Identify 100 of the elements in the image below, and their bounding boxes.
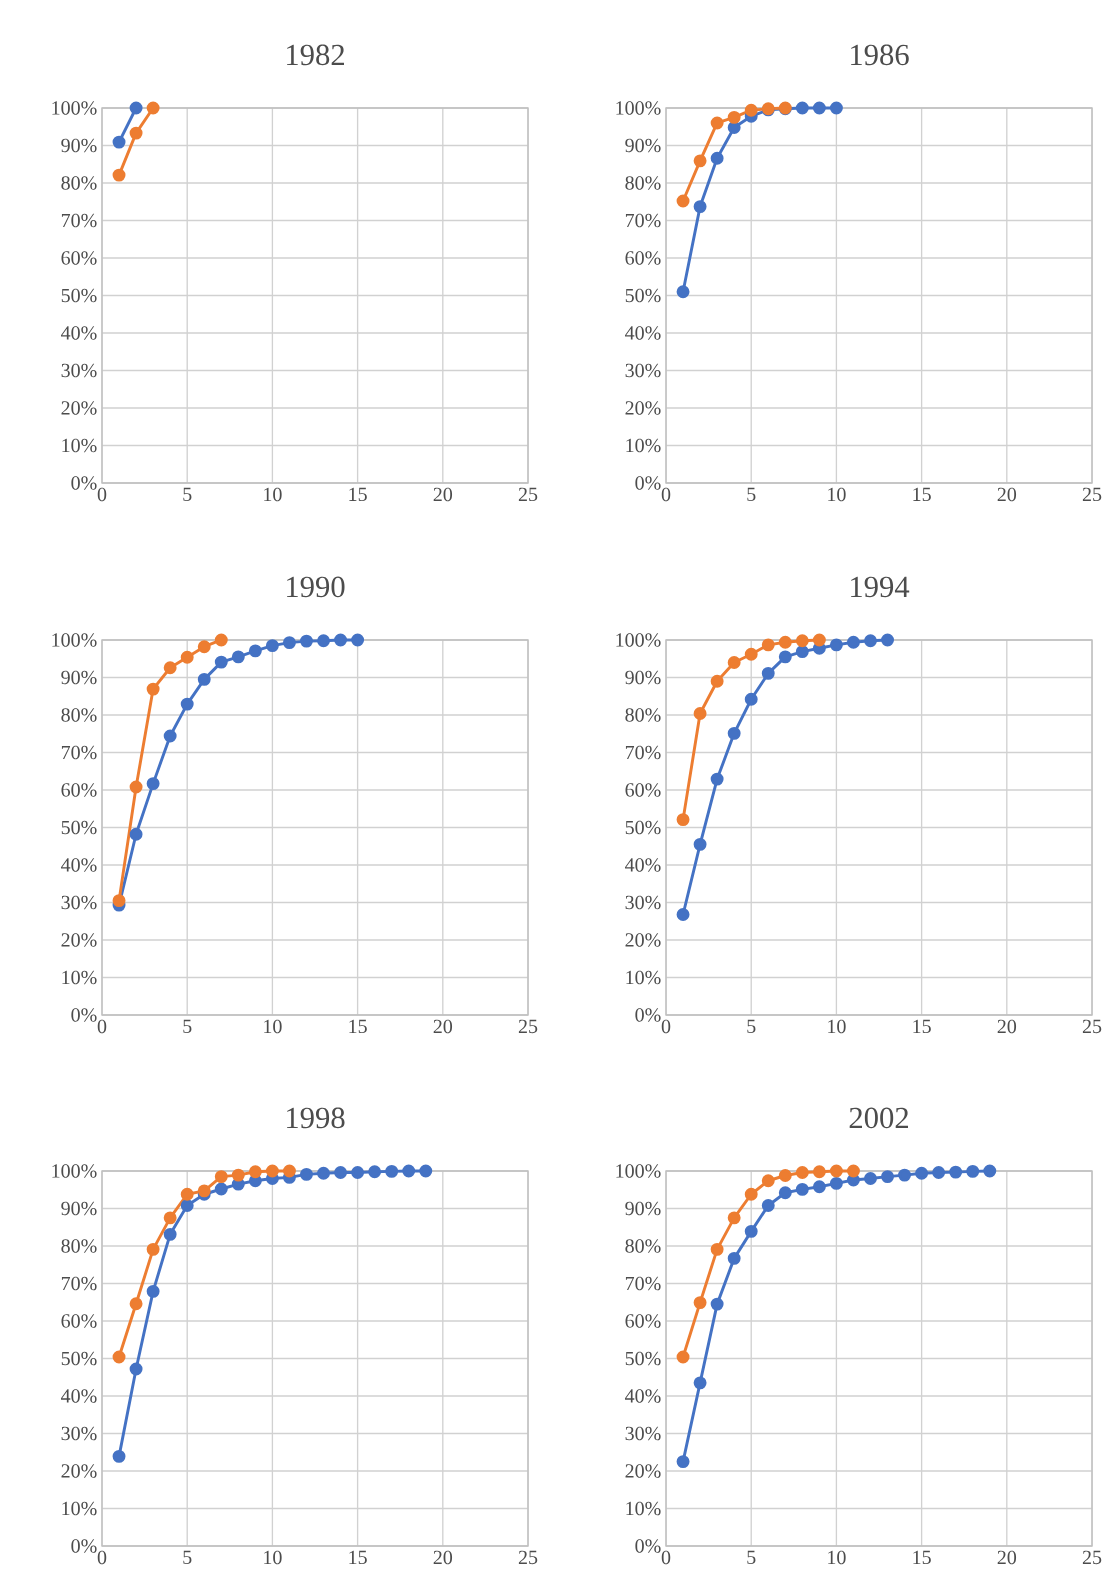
x-tick-label: 0 bbox=[97, 1550, 107, 1565]
y-tick-label: 70% bbox=[61, 1276, 97, 1291]
y-tick-label: 90% bbox=[625, 138, 661, 153]
y-tick-label: 50% bbox=[625, 820, 661, 835]
y-tick-label: 60% bbox=[625, 251, 661, 265]
x-tick-label: 0 bbox=[97, 487, 107, 502]
y-tick-label: 20% bbox=[61, 401, 97, 415]
y-tick-label: 30% bbox=[625, 1426, 661, 1441]
y-tick-label: 90% bbox=[625, 670, 661, 685]
y-tick-label: 40% bbox=[625, 858, 661, 872]
y-tick-label: 10% bbox=[62, 438, 97, 453]
x-tick-label: 20 bbox=[433, 1550, 453, 1565]
y-tick-label: 40% bbox=[625, 326, 661, 340]
y-tick-label: 20% bbox=[61, 933, 97, 947]
chart-title: 1994 bbox=[851, 576, 910, 598]
y-tick-label: 90% bbox=[625, 1201, 661, 1216]
y-tick-label: 50% bbox=[625, 1351, 661, 1366]
x-tick-label: 25 bbox=[1082, 1550, 1102, 1565]
y-tick-label: 20% bbox=[625, 933, 661, 947]
x-tick-label: 25 bbox=[518, 1550, 538, 1565]
x-tick-label: 5 bbox=[183, 487, 192, 501]
y-tick-label: 20% bbox=[625, 1464, 661, 1478]
y-tick-label: 60% bbox=[61, 1314, 97, 1328]
y-tick-label: 40% bbox=[61, 1389, 97, 1403]
x-tick-label: 10 bbox=[828, 1550, 846, 1565]
x-tick-label: 25 bbox=[1082, 487, 1102, 502]
x-tick-label: 15 bbox=[913, 1019, 931, 1034]
y-tick-label: 0% bbox=[71, 1008, 97, 1022]
x-tick-label: 0 bbox=[661, 487, 671, 502]
y-tick-label: 90% bbox=[61, 1201, 97, 1216]
y-tick-label: 60% bbox=[61, 251, 97, 265]
chart-title: 1982 bbox=[287, 44, 344, 66]
x-tick-label: 20 bbox=[997, 1550, 1017, 1565]
y-tick-label: 100% bbox=[616, 101, 661, 115]
x-tick-label: 15 bbox=[349, 1019, 367, 1034]
y-tick-label: 70% bbox=[625, 213, 661, 228]
y-tick-label: 30% bbox=[625, 895, 661, 910]
y-tick-label: 10% bbox=[62, 970, 97, 985]
y-tick-label: 40% bbox=[61, 858, 97, 872]
x-tick-label: 5 bbox=[183, 1019, 192, 1033]
x-tick-label: 0 bbox=[97, 1019, 107, 1034]
y-tick-label: 80% bbox=[625, 1239, 661, 1253]
y-tick-label: 30% bbox=[61, 1426, 97, 1441]
x-tick-label: 10 bbox=[828, 1019, 846, 1034]
y-tick-label: 90% bbox=[61, 138, 97, 153]
y-tick-label: 80% bbox=[61, 176, 97, 190]
y-tick-label: 10% bbox=[626, 438, 661, 453]
y-tick-label: 50% bbox=[61, 1351, 97, 1366]
y-tick-label: 0% bbox=[635, 1539, 661, 1553]
y-tick-label: 70% bbox=[625, 1276, 661, 1291]
y-tick-label: 30% bbox=[61, 895, 97, 910]
x-tick-label: 25 bbox=[1082, 1019, 1102, 1034]
x-tick-label: 15 bbox=[349, 487, 367, 502]
x-tick-label: 20 bbox=[997, 1019, 1017, 1034]
y-tick-label: 100% bbox=[52, 633, 97, 647]
x-tick-label: 5 bbox=[747, 1550, 756, 1564]
x-tick-label: 5 bbox=[747, 487, 756, 501]
chart-title: 2002 bbox=[849, 1107, 908, 1129]
x-tick-label: 0 bbox=[661, 1019, 671, 1034]
y-tick-label: 100% bbox=[616, 1164, 661, 1178]
chart-title: 1986 bbox=[851, 44, 909, 66]
y-tick-label: 10% bbox=[626, 970, 661, 985]
x-tick-label: 15 bbox=[913, 1550, 931, 1565]
y-tick-label: 50% bbox=[61, 288, 97, 303]
y-tick-label: 0% bbox=[635, 476, 661, 490]
y-tick-label: 60% bbox=[61, 783, 97, 797]
y-tick-label: 0% bbox=[635, 1008, 661, 1022]
y-tick-label: 50% bbox=[625, 288, 661, 303]
chart-title: 1990 bbox=[287, 576, 345, 598]
x-tick-label: 25 bbox=[518, 487, 538, 502]
x-tick-label: 20 bbox=[433, 1019, 453, 1034]
x-tick-label: 10 bbox=[264, 1019, 282, 1034]
y-tick-label: 30% bbox=[625, 363, 661, 378]
y-tick-label: 80% bbox=[625, 176, 661, 190]
y-tick-label: 0% bbox=[71, 1539, 97, 1553]
y-tick-label: 0% bbox=[71, 476, 97, 490]
x-tick-label: 5 bbox=[183, 1550, 192, 1564]
y-tick-label: 80% bbox=[61, 708, 97, 722]
y-tick-label: 50% bbox=[61, 820, 97, 835]
y-tick-label: 80% bbox=[625, 708, 661, 722]
y-tick-label: 20% bbox=[625, 401, 661, 415]
y-tick-label: 100% bbox=[616, 633, 661, 647]
chart-title: 1998 bbox=[287, 1107, 345, 1129]
x-tick-label: 0 bbox=[661, 1550, 671, 1565]
x-tick-label: 10 bbox=[264, 487, 282, 502]
y-tick-label: 40% bbox=[625, 1389, 661, 1403]
y-tick-label: 70% bbox=[625, 745, 661, 760]
x-tick-label: 10 bbox=[264, 1550, 282, 1565]
x-tick-label: 25 bbox=[518, 1019, 538, 1034]
y-tick-label: 40% bbox=[61, 326, 97, 340]
y-tick-label: 60% bbox=[625, 783, 661, 797]
y-tick-label: 10% bbox=[62, 1501, 97, 1516]
x-tick-label: 15 bbox=[913, 487, 931, 502]
y-tick-label: 100% bbox=[52, 1164, 97, 1178]
y-tick-label: 100% bbox=[52, 101, 97, 115]
x-tick-label: 20 bbox=[433, 487, 453, 502]
y-tick-label: 60% bbox=[625, 1314, 661, 1328]
x-tick-label: 10 bbox=[828, 487, 846, 502]
x-tick-label: 5 bbox=[747, 1019, 756, 1033]
y-tick-label: 70% bbox=[61, 213, 97, 228]
